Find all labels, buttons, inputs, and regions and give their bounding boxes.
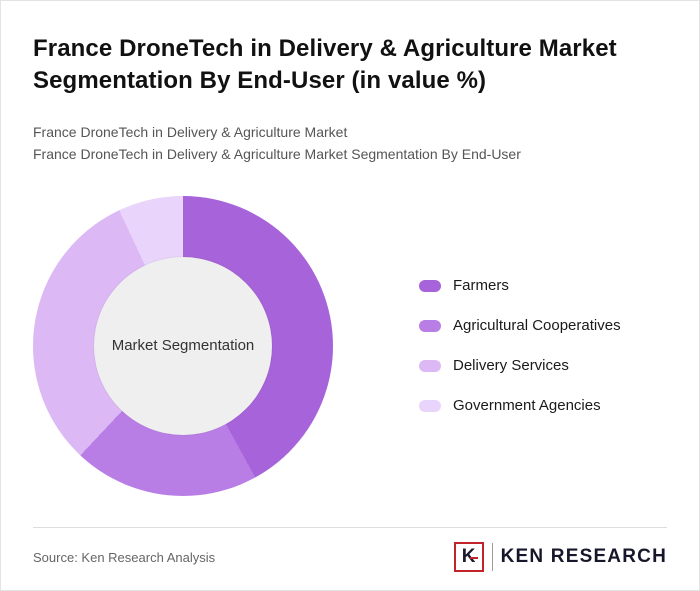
subtitle-line-1: France DroneTech in Delivery & Agricultu… <box>33 124 348 141</box>
donut-chart-wrapper: Market Segmentation <box>33 195 333 496</box>
ken-research-logo: K KEN RESEARCH <box>453 542 667 572</box>
chart-legend: Farmers Agricultural Cooperatives Delive… <box>419 277 621 414</box>
legend-label: Delivery Services <box>453 357 569 375</box>
legend-item-agricultural-cooperatives: Agricultural Cooperatives <box>419 317 621 334</box>
donut-center: Market Segmentation <box>94 256 272 435</box>
legend-label: Farmers <box>453 277 509 295</box>
legend-swatch <box>419 319 441 332</box>
legend-label: Government Agencies <box>453 397 601 415</box>
source-note: Source: Ken Research Analysis <box>33 549 216 565</box>
logo-k-icon: K <box>453 542 484 572</box>
legend-swatch <box>419 399 441 412</box>
chart-area: Market Segmentation Farmers Agricultural… <box>33 195 667 496</box>
subtitle-line-2: France DroneTech in Delivery & Agricultu… <box>33 146 521 163</box>
legend-item-government-agencies: Government Agencies <box>419 397 621 414</box>
footer: Source: Ken Research Analysis K KEN RESE… <box>33 527 667 590</box>
logo-wordmark: KEN RESEARCH <box>500 546 667 567</box>
legend-label: Agricultural Cooperatives <box>453 317 621 335</box>
legend-item-delivery-services: Delivery Services <box>419 357 621 374</box>
donut-center-label: Market Segmentation <box>111 337 255 355</box>
logo-divider <box>491 543 493 571</box>
subtitle-block: France DroneTech in Delivery & Agricultu… <box>33 122 667 165</box>
legend-swatch <box>419 359 441 372</box>
legend-item-farmers: Farmers <box>419 277 621 294</box>
page-title: France DroneTech in Delivery & Agricultu… <box>33 35 617 94</box>
legend-swatch <box>419 279 441 292</box>
